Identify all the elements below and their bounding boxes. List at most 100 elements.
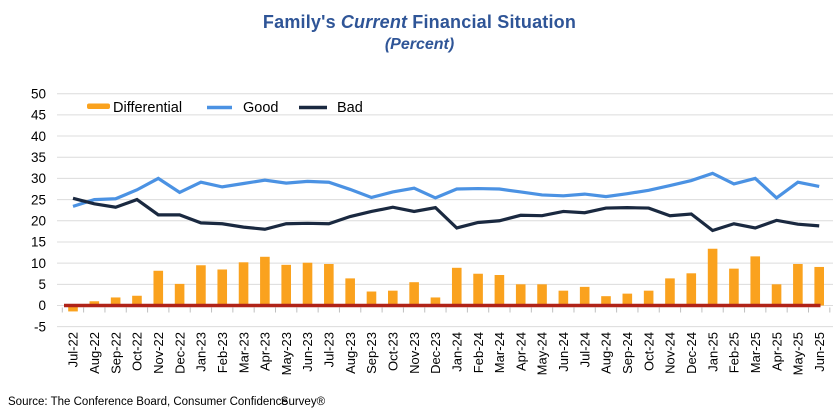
good-line — [72, 171, 820, 208]
y-axis-label: 45 — [31, 108, 46, 123]
differential-bar — [750, 256, 761, 306]
x-axis-label: Feb-25 — [727, 332, 742, 373]
differential-bar — [515, 284, 526, 306]
differential-bar — [537, 284, 547, 306]
y-axis-label: 35 — [31, 150, 46, 165]
x-axis-label: Nov-24 — [663, 332, 678, 374]
x-axis-label: Mar-25 — [748, 332, 763, 373]
differential-bar — [153, 270, 164, 306]
differential-bar — [643, 290, 654, 306]
y-axis-label: 50 — [31, 86, 46, 101]
differential-bar — [601, 296, 611, 306]
x-axis-label: Jan-25 — [705, 332, 720, 372]
chart-title: Family's Current Financial Situation — [0, 12, 839, 33]
y-axis-label: 40 — [31, 129, 46, 144]
title-part3: Financial Situation — [412, 12, 577, 32]
source-note: Source: The Conference Board, Consumer C… — [8, 396, 325, 408]
differential-bar — [793, 263, 803, 306]
differential-bar — [409, 282, 419, 306]
differential-bar — [238, 262, 249, 306]
x-axis-label: Dec-22 — [172, 332, 187, 374]
differential-bar — [579, 286, 590, 306]
x-axis-label: Aug-24 — [599, 332, 614, 374]
x-axis-label: May-25 — [791, 332, 806, 375]
legend-differential-label: Differential — [113, 100, 182, 116]
legend-bad-label: Bad — [337, 100, 363, 116]
y-axis-label: 15 — [31, 235, 46, 250]
x-axis-label: Jul-24 — [577, 332, 592, 367]
x-axis-label: Feb-23 — [215, 332, 230, 373]
source-text-overlap: Survey® — [280, 396, 326, 408]
x-axis-label: Jun-24 — [556, 332, 571, 372]
x-axis-label: Jan-24 — [449, 332, 464, 372]
x-axis-label: Dec-24 — [684, 332, 699, 374]
differential-bar — [622, 293, 633, 306]
differential-bar — [260, 256, 270, 306]
differential-bar — [771, 284, 782, 306]
differential-bar — [196, 265, 206, 306]
differential-bar — [217, 269, 228, 306]
differential-bar — [451, 267, 462, 306]
x-axis-label: Jun-23 — [300, 332, 315, 372]
x-axis-label: May-23 — [279, 332, 294, 375]
differential-bar — [430, 297, 441, 306]
differential-bar — [665, 278, 675, 306]
x-axis-label: Jan-23 — [194, 332, 209, 372]
x-axis-label: Oct-22 — [130, 332, 145, 371]
x-axis-label: Jul-23 — [322, 332, 337, 367]
differential-bar — [324, 263, 334, 306]
x-axis-label: Dec-23 — [428, 332, 443, 374]
x-axis-label: Aug-22 — [87, 332, 102, 374]
x-axis-label: Aug-23 — [343, 332, 358, 374]
x-axis-label: Apr-24 — [513, 332, 528, 371]
differential-bar — [345, 278, 355, 306]
x-axis-label: Nov-23 — [407, 332, 422, 374]
source-text: Source: The Conference Board, Consumer C… — [8, 396, 288, 408]
y-axis-label: -5 — [34, 319, 46, 334]
differential-bar — [68, 305, 78, 312]
legend-good-label: Good — [243, 100, 278, 116]
x-axis-label: Feb-24 — [471, 332, 486, 373]
title-part1: Family's — [262, 12, 336, 32]
differential-bar — [729, 268, 739, 306]
differential-bar — [558, 290, 569, 306]
differential-bar — [174, 283, 185, 306]
differential-bar — [814, 266, 824, 306]
x-axis-label: Apr-25 — [769, 332, 784, 371]
x-axis-label: Sep-22 — [108, 332, 123, 374]
differential-bar — [686, 273, 697, 306]
differential-bar — [302, 262, 313, 306]
y-axis-label: 0 — [38, 298, 46, 313]
differential-bar — [388, 290, 398, 306]
title-emphasis: Current — [340, 12, 408, 32]
x-axis-label: Sep-23 — [364, 332, 379, 374]
differential-bar — [707, 248, 718, 306]
y-axis-label: 20 — [31, 213, 46, 228]
x-axis-label: Jun-25 — [812, 332, 827, 372]
x-axis-label: Mar-23 — [236, 332, 251, 373]
differential-bar — [281, 264, 291, 306]
bad-line — [72, 196, 820, 233]
y-axis-label: 10 — [31, 256, 46, 271]
x-axis-label: Nov-22 — [151, 332, 166, 374]
differential-bar — [473, 273, 483, 306]
chart-subtitle: (Percent) — [384, 36, 455, 53]
y-axis-label: 25 — [31, 192, 46, 207]
x-axis-label: Mar-24 — [492, 332, 507, 373]
x-axis-label: Oct-23 — [386, 332, 401, 371]
x-axis-label: Jul-22 — [66, 332, 81, 367]
x-axis-label: Apr-23 — [258, 332, 273, 371]
differential-bar — [132, 295, 142, 306]
differential-bar — [89, 301, 100, 306]
legend-differential-swatch — [87, 103, 110, 109]
y-axis-label: 30 — [31, 171, 46, 186]
x-axis-label: May-24 — [535, 332, 550, 375]
y-axis-label: 5 — [38, 277, 46, 292]
differential-bar — [366, 291, 377, 306]
x-axis-label: Sep-24 — [620, 332, 635, 374]
x-axis-label: Oct-24 — [641, 332, 656, 371]
differential-bar — [494, 275, 505, 306]
differential-bar — [110, 297, 121, 306]
